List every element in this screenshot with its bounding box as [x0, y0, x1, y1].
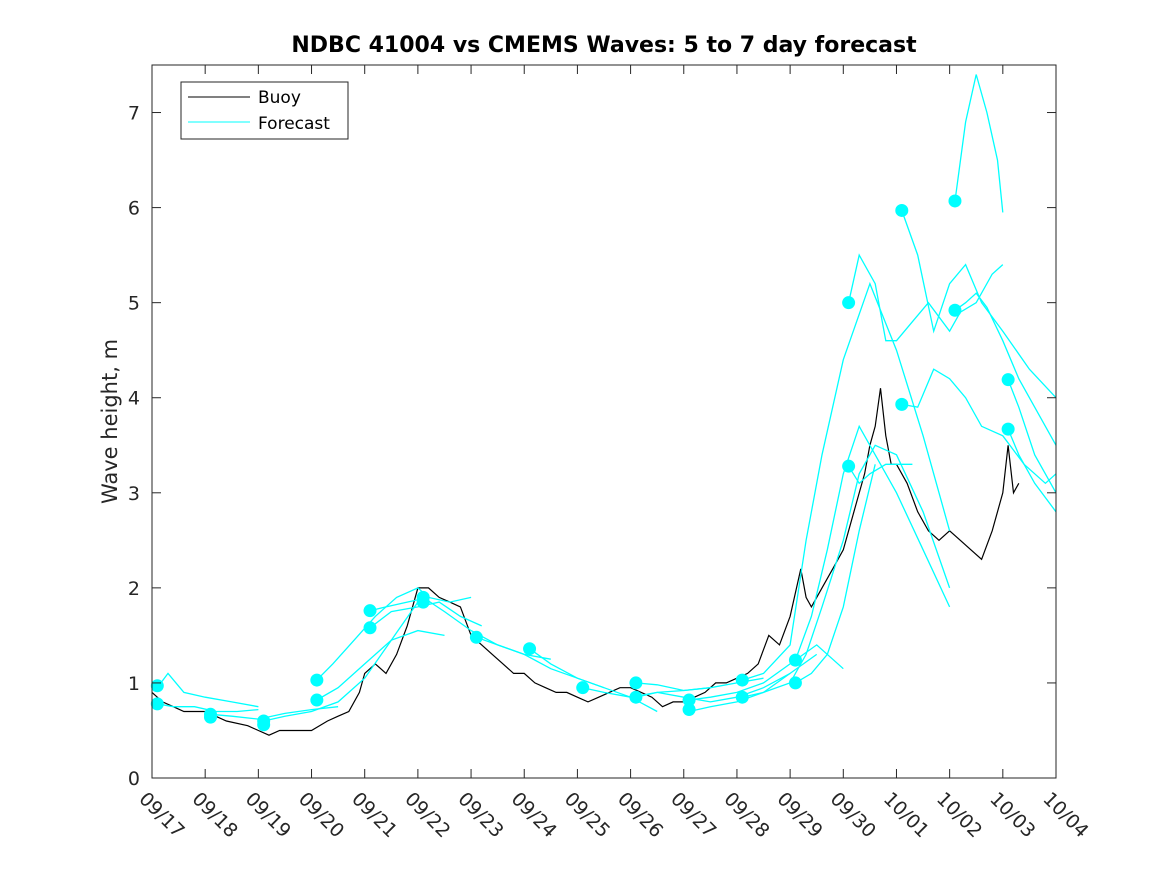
y-tick-label: 1	[128, 673, 140, 695]
forecast-line-23	[901, 368, 1057, 485]
forecast-line-21	[848, 463, 913, 485]
x-tick-label: 09/19	[241, 788, 295, 842]
forecast-start-marker	[363, 604, 377, 618]
x-tick-label: 09/24	[507, 788, 561, 842]
legend-buoy-label: Buoy	[258, 88, 301, 108]
x-tick-label: 09/21	[347, 788, 401, 842]
forecast-start-marker	[735, 690, 749, 704]
forecast-marker-layer	[150, 194, 1015, 732]
forecast-start-marker	[257, 718, 271, 732]
forecast-line-5	[316, 629, 445, 701]
forecast-start-marker	[150, 679, 164, 693]
x-tick-label: 09/29	[773, 788, 827, 842]
forecast-line-14	[689, 644, 844, 701]
forecast-start-marker	[416, 595, 430, 609]
forecast-start-marker	[735, 673, 749, 687]
legend: Buoy Forecast	[180, 81, 349, 140]
forecast-line-15	[688, 653, 818, 713]
forecast-start-marker	[576, 681, 590, 695]
legend-forecast-label: Forecast	[258, 114, 330, 134]
forecast-start-marker	[842, 459, 856, 473]
x-tick-label: 09/30	[826, 788, 880, 842]
y-tick-label: 0	[128, 768, 140, 790]
forecast-start-marker	[788, 653, 802, 667]
forecast-line-24	[954, 74, 1004, 213]
forecast-start-marker	[948, 303, 962, 317]
x-tick-label: 09/20	[294, 788, 348, 842]
x-tick-label: 09/28	[719, 788, 773, 842]
axes-frame	[151, 64, 1057, 779]
forecast-start-marker	[363, 621, 377, 635]
legend-box	[180, 81, 349, 140]
forecast-line-19	[795, 464, 876, 684]
forecast-start-marker	[895, 203, 909, 217]
forecast-start-marker	[895, 397, 909, 411]
forecast-start-marker	[948, 194, 962, 208]
forecast-line-8	[422, 596, 551, 660]
forecast-line-1	[157, 703, 259, 713]
forecast-line-22	[901, 210, 1057, 399]
y-tick-label: 5	[128, 293, 140, 315]
forecast-start-marker	[1001, 373, 1015, 387]
x-tick-label: 09/27	[666, 788, 720, 842]
forecast-line-2	[210, 706, 339, 720]
x-tick-label: 09/25	[560, 788, 614, 842]
x-tick-label: 10/02	[932, 788, 986, 842]
forecast-line-26	[1007, 379, 1057, 494]
x-tick-label: 09/17	[134, 788, 188, 842]
x-tick-label: 10/03	[985, 788, 1039, 842]
forecast-line-0	[156, 672, 259, 708]
x-tick-label: 10/04	[1038, 788, 1092, 842]
y-tick-label: 7	[128, 103, 140, 125]
y-tick-label: 3	[128, 483, 140, 505]
forecast-line-18	[794, 424, 951, 661]
forecast-start-marker	[682, 703, 696, 717]
forecast-line-27	[1007, 428, 1057, 513]
forecast-start-marker	[310, 693, 324, 707]
chart-title: NDBC 41004 vs CMEMS Waves: 5 to 7 day fo…	[291, 33, 917, 58]
x-tick-label: 09/23	[454, 788, 508, 842]
x-tick-label: 09/22	[400, 788, 454, 842]
forecast-start-marker	[629, 676, 643, 690]
forecast-line-17	[742, 444, 951, 698]
y-tick-label: 2	[128, 578, 140, 600]
forecast-start-marker	[682, 693, 696, 707]
forecast-start-marker	[203, 710, 217, 724]
plot-area	[152, 65, 1056, 778]
forecast-start-marker	[842, 296, 856, 310]
y-tick-label: 4	[128, 388, 140, 410]
forecast-line-25	[954, 292, 1057, 446]
forecast-line-20	[847, 253, 1004, 342]
forecast-start-marker	[310, 673, 324, 687]
forecast-line-16	[742, 281, 951, 681]
y-tick-label: 6	[128, 198, 140, 220]
forecast-start-marker	[788, 676, 802, 690]
forecast-start-marker	[1001, 422, 1015, 436]
x-tick-label: 09/18	[188, 788, 242, 842]
forecast-line-13	[635, 672, 791, 703]
x-tick-label: 09/26	[613, 788, 667, 842]
forecast-start-marker	[629, 690, 643, 704]
forecast-start-marker	[523, 642, 537, 656]
y-axis-label: Wave height, m	[98, 339, 122, 504]
forecast-line-4	[316, 587, 429, 681]
forecast-start-marker	[150, 697, 164, 711]
x-tick-label: 10/01	[879, 788, 933, 842]
forecast-start-marker	[469, 630, 483, 644]
